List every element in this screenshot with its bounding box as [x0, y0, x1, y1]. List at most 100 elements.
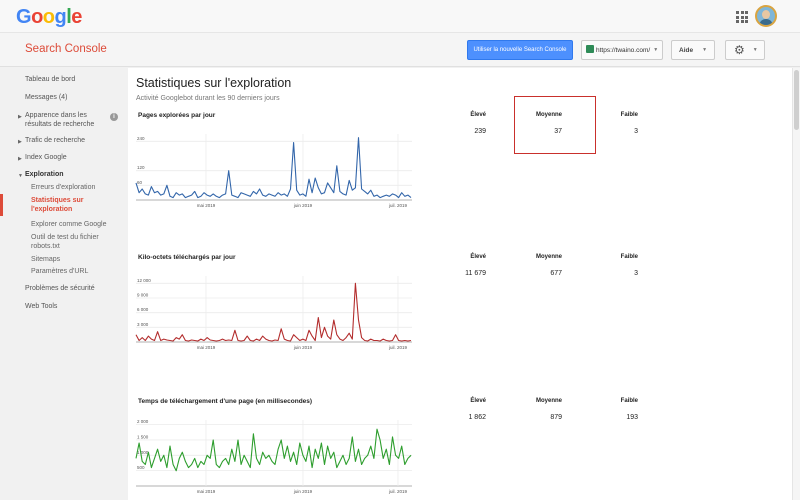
- chart-svg: 2 000 1 500 1 000 500 mai 2019 juin 2019 juil.…: [135, 419, 412, 494]
- stat-header-avg: Moyenne: [535, 112, 562, 118]
- sidebar-item-search-traffic[interactable]: Trafic de recherche: [25, 137, 86, 144]
- chart-svg: 240 120 60 mai 2019 juin 2019 juil. 2019: [135, 134, 412, 208]
- y-tick-label: 6 000: [137, 307, 149, 312]
- x-tick-label: mai 2019: [197, 345, 216, 350]
- stat-value-avg: 37: [554, 128, 562, 135]
- chevron-right-icon: ▶: [18, 139, 22, 145]
- series-line[interactable]: [135, 428, 412, 472]
- stat-header-low: Faible: [620, 254, 638, 260]
- site-url: https://twaino.com/: [596, 47, 651, 54]
- y-tick-label: 9 000: [137, 293, 149, 298]
- stat-value-avg: 879: [550, 414, 562, 421]
- logo-letter: e: [71, 6, 82, 28]
- x-tick-label: juil. 2019: [388, 345, 408, 350]
- help-label: Aide: [679, 47, 694, 54]
- sidebar: Tableau de bord Messages (4) ▶ Apparence…: [0, 68, 128, 500]
- stat-value-high: 11 679: [465, 270, 486, 277]
- sidebar-item-crawl-stats-line2[interactable]: l'exploration: [31, 206, 73, 213]
- active-indicator: [0, 194, 3, 216]
- stat-header-low: Faible: [620, 112, 638, 118]
- sidebar-item-url-parameters[interactable]: Paramètres d'URL: [31, 268, 89, 275]
- series-line[interactable]: [135, 282, 412, 342]
- page-title: Statistiques sur l'exploration: [136, 76, 292, 90]
- main-content: Statistiques sur l'exploration Activité …: [128, 68, 792, 500]
- x-tick-label: mai 2019: [197, 203, 216, 208]
- x-tick-label: juin 2019: [293, 489, 313, 494]
- stat-value-high: 239: [474, 128, 486, 135]
- google-logo[interactable]: Google: [16, 6, 82, 29]
- stat-value-low: 193: [626, 414, 638, 421]
- search-console-header: Search Console Utiliser la nouvelle Sear…: [0, 33, 800, 67]
- y-tick-label: 240: [137, 136, 145, 141]
- chevron-down-icon: ▼: [752, 47, 758, 53]
- y-tick-label: 120: [137, 165, 145, 170]
- logo-letter: l: [66, 6, 72, 28]
- avatar[interactable]: [755, 5, 777, 27]
- sidebar-item-fetch-as-google[interactable]: Explorer comme Google: [31, 221, 107, 228]
- sidebar-item-dashboard[interactable]: Tableau de bord: [25, 76, 76, 83]
- stat-header-high: Élevé: [470, 398, 486, 404]
- highlight-box: [514, 96, 596, 154]
- y-tick-label: 1 500: [137, 434, 149, 439]
- logo-letter: o: [42, 6, 55, 28]
- scrollbar-thumb[interactable]: [794, 70, 799, 130]
- y-tick-label: 12 000: [137, 278, 151, 283]
- y-tick-label: 3 000: [137, 322, 149, 327]
- sidebar-item-crawl-stats[interactable]: Statistiques sur: [31, 197, 84, 204]
- sidebar-item-crawl[interactable]: Exploration: [25, 171, 64, 178]
- stat-header-high: Élevé: [470, 112, 486, 118]
- chart-title: Temps de téléchargement d'une page (en m…: [138, 398, 313, 405]
- chart-title: Pages explorées par jour: [138, 112, 216, 119]
- sidebar-item-messages[interactable]: Messages (4): [25, 94, 68, 101]
- x-tick-label: juin 2019: [293, 345, 313, 350]
- x-tick-label: juil. 2019: [388, 489, 408, 494]
- x-tick-label: mai 2019: [197, 489, 216, 494]
- help-button[interactable]: Aide ▼: [671, 40, 715, 60]
- sidebar-item-google-index[interactable]: Index Google: [25, 154, 67, 161]
- stat-value-avg: 677: [550, 270, 562, 277]
- stat-header-avg: Moyenne: [535, 398, 562, 404]
- search-console-title[interactable]: Search Console: [25, 43, 107, 55]
- chevron-down-icon: ▼: [653, 47, 659, 53]
- gear-icon: ⚙: [734, 43, 745, 57]
- stat-value-low: 3: [634, 128, 638, 135]
- settings-button[interactable]: ⚙ ▼: [725, 40, 765, 60]
- chevron-down-icon: ▼: [18, 173, 23, 179]
- scrollbar[interactable]: [792, 68, 800, 500]
- chart-svg: 12 000 9 000 6 000 3 000 mai 2019 juin 2019 ju…: [135, 276, 412, 350]
- x-tick-label: juin 2019: [293, 203, 313, 208]
- sidebar-item-robots-tester[interactable]: Outil de test du fichier: [31, 234, 99, 241]
- sidebar-item-crawl-errors[interactable]: Erreurs d'exploration: [31, 184, 96, 191]
- y-tick-label: 2 000: [137, 419, 149, 424]
- apps-grid-icon[interactable]: [736, 11, 748, 23]
- sidebar-item-search-appearance[interactable]: Apparence dans les: [25, 112, 87, 119]
- y-tick-label: 500: [137, 465, 145, 470]
- chart-title: Kilo-octets téléchargés par jour: [138, 254, 236, 261]
- series-line[interactable]: [135, 137, 412, 199]
- new-search-console-button[interactable]: Utiliser la nouvelle Search Console: [467, 40, 573, 60]
- logo-letter: G: [16, 6, 32, 28]
- sidebar-item-web-tools[interactable]: Web Tools: [25, 303, 58, 310]
- y-tick-label: 1 000: [137, 450, 149, 455]
- y-tick-label: 60: [137, 180, 143, 185]
- page-subtitle: Activité Googlebot durant les 90 dernier…: [136, 95, 280, 102]
- x-tick-label: juil. 2019: [388, 203, 408, 208]
- chevron-right-icon: ▶: [18, 114, 22, 120]
- chevron-right-icon: ▶: [18, 156, 22, 162]
- sidebar-item-sitemaps[interactable]: Sitemaps: [31, 256, 61, 263]
- logo-letter: g: [54, 6, 67, 28]
- sidebar-item-search-appearance-line2[interactable]: résultats de recherche: [25, 121, 95, 128]
- chevron-down-icon: ▼: [702, 47, 708, 53]
- stat-header-low: Faible: [620, 398, 638, 404]
- sidebar-item-security-issues[interactable]: Problèmes de sécurité: [25, 285, 95, 292]
- stat-header-high: Élevé: [470, 254, 486, 260]
- info-icon[interactable]: i: [110, 113, 118, 121]
- stat-header-avg: Moyenne: [535, 254, 562, 260]
- site-selector[interactable]: https://twaino.com/▼: [581, 40, 663, 60]
- stat-value-low: 3: [634, 270, 638, 277]
- site-favicon-icon: [586, 45, 594, 53]
- google-topbar: Google: [0, 0, 800, 33]
- stat-value-high: 1 862: [468, 414, 486, 421]
- sidebar-item-robots-tester-line2[interactable]: robots.txt: [31, 243, 60, 250]
- logo-letter: o: [31, 6, 43, 28]
